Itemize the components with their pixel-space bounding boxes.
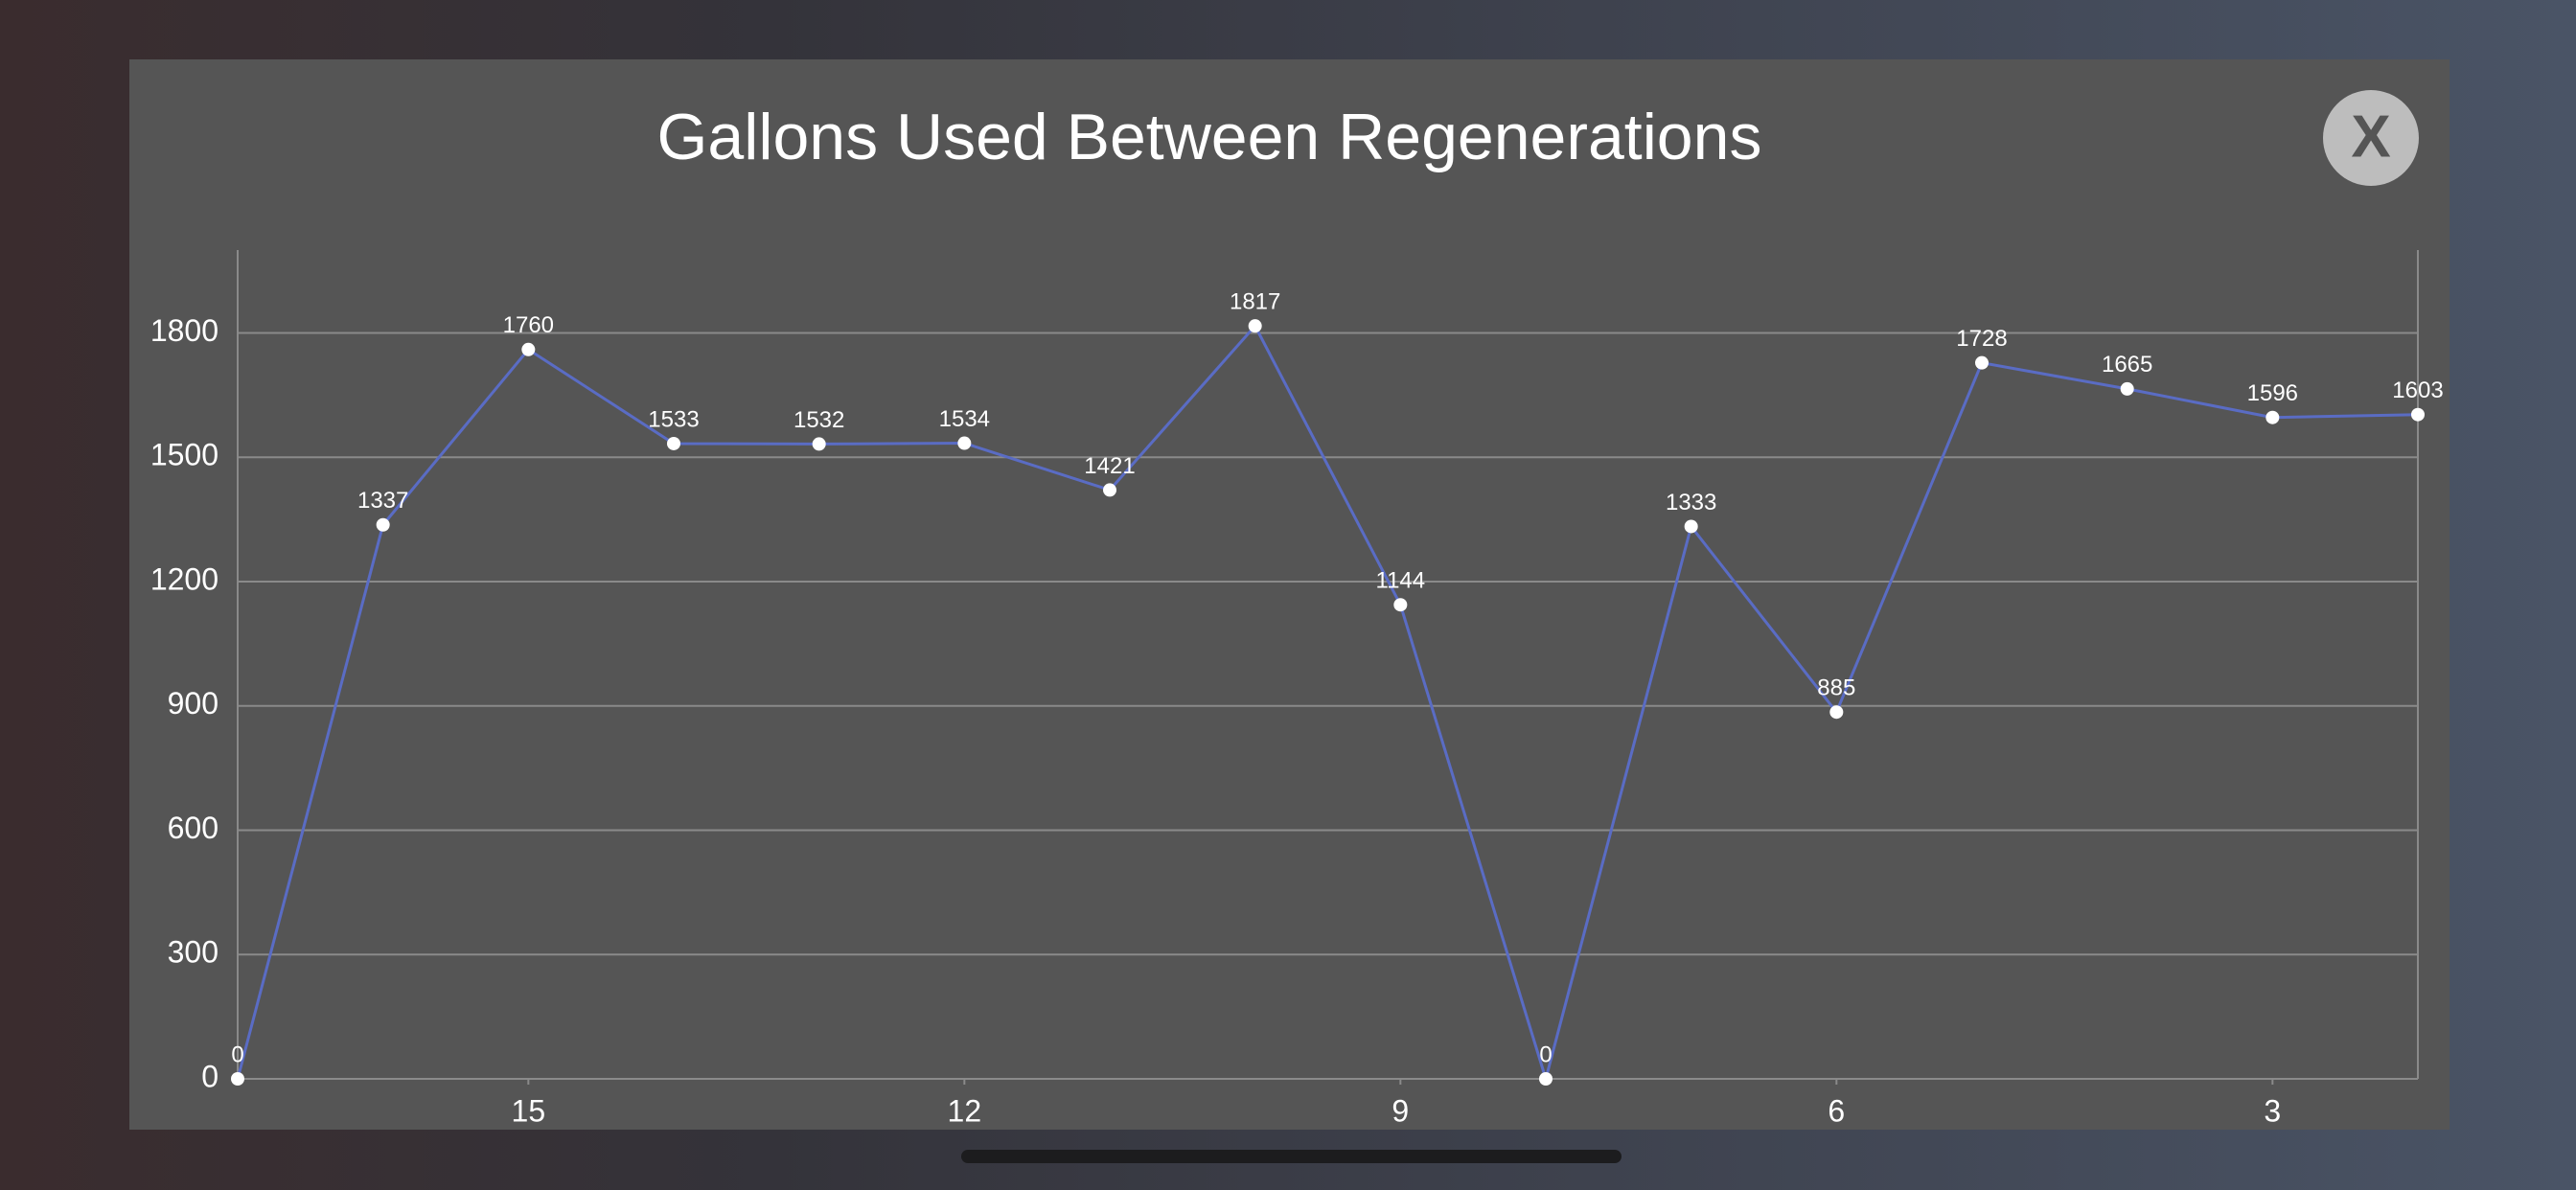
modal: [129, 59, 2450, 1130]
close-button-label[interactable]: X: [2351, 103, 2390, 170]
data-point: [1393, 598, 1408, 612]
data-label: 1817: [1230, 288, 1280, 314]
data-line: [236, 323, 2419, 1085]
data-point: [1103, 483, 1116, 497]
y-tick-label: 900: [168, 686, 218, 721]
data-label: 1337: [357, 488, 408, 514]
x-tick-label: 15: [512, 1093, 546, 1128]
data-label: 1333: [1666, 490, 1716, 515]
y-tick-label: 1500: [150, 438, 218, 472]
y-tick-label: 300: [168, 935, 218, 970]
data-label: 1665: [2102, 352, 2152, 378]
data-point: [521, 342, 536, 356]
plot: 0 300 600 900 1200 1500 1800 15 12 9 6 3 0 1337 1760 15…: [150, 250, 2444, 1128]
data-label: 1760: [503, 312, 554, 338]
y-tick-label: 1800: [150, 313, 218, 348]
chart-title: Gallons Used Between Regenerations: [657, 101, 1762, 173]
data-point: [1684, 519, 1698, 534]
close-button-circle[interactable]: [2323, 90, 2419, 186]
data-point: [1975, 355, 1989, 370]
data-point: [957, 436, 972, 450]
close-button[interactable]: X: [2323, 90, 2419, 186]
x-tick-label: 9: [1392, 1093, 1409, 1128]
y-tick-label: 1200: [150, 561, 218, 596]
x-tick-label: 6: [1828, 1093, 1845, 1128]
data-point: [2120, 381, 2134, 396]
data-label: 1603: [2392, 378, 2443, 403]
data-label: 1596: [2247, 380, 2298, 406]
data-label: 1728: [1956, 326, 2007, 352]
data-point: [2266, 410, 2280, 424]
x-tick-label: 3: [2264, 1093, 2281, 1128]
data-label: 1534: [939, 406, 990, 432]
y-tick-label: 600: [168, 811, 218, 845]
data-label: 1532: [794, 407, 844, 433]
data-label: 1533: [648, 406, 699, 432]
data-point: [376, 517, 390, 532]
data-label: 1421: [1084, 453, 1135, 479]
data-point: [1829, 705, 1844, 720]
x-tick-label: 12: [948, 1093, 982, 1128]
data-point: [2411, 407, 2425, 422]
data-label: 0: [1539, 1041, 1552, 1067]
data-point: [231, 1072, 244, 1086]
data-label: 885: [1817, 675, 1855, 701]
data-point: [667, 436, 680, 450]
data-point: [1539, 1072, 1552, 1086]
home-indicator: [961, 1150, 1622, 1163]
y-tick-label: 0: [201, 1059, 218, 1093]
data-label: 0: [231, 1041, 243, 1067]
data-label: 1144: [1376, 568, 1426, 594]
data-point: [1248, 319, 1262, 333]
data-point: [812, 437, 826, 451]
